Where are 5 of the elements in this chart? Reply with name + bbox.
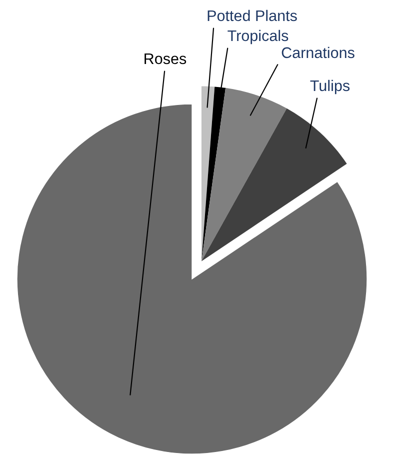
slice-label: Tropicals bbox=[228, 30, 288, 44]
slice-label: Tulips bbox=[310, 80, 350, 94]
slice-label: Carnations bbox=[282, 46, 354, 58]
slice-label: Potted Plants bbox=[208, 10, 297, 22]
slice-label: Roses bbox=[144, 53, 186, 64]
